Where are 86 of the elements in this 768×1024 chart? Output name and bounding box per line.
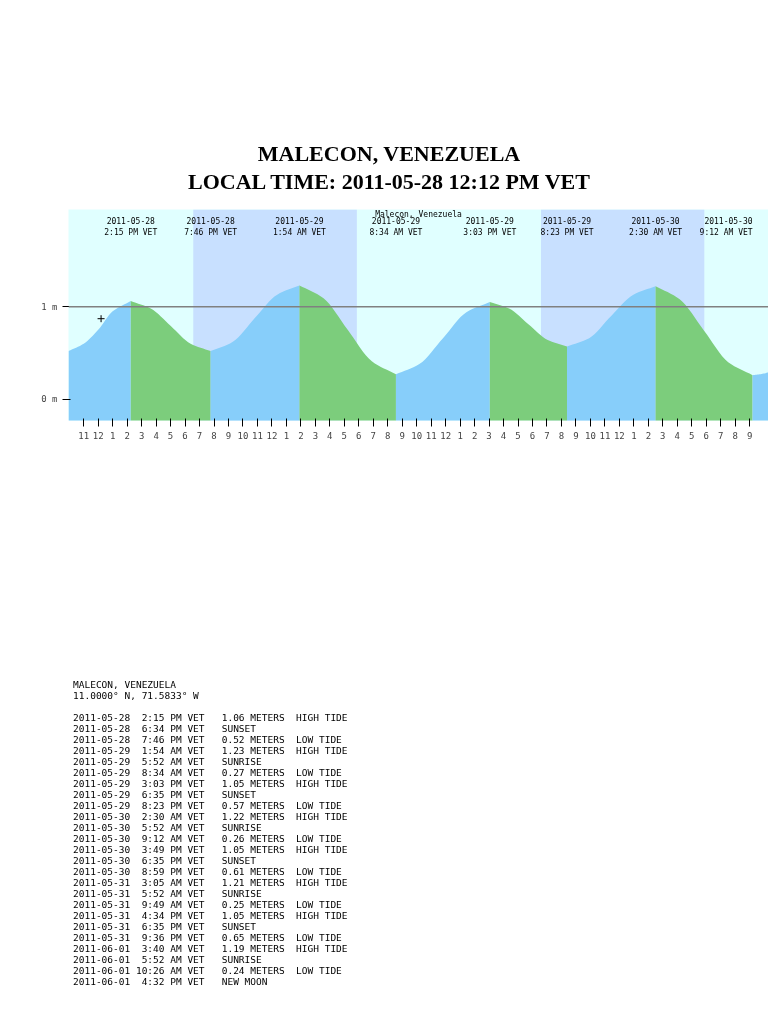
x-tick-label: 7 (544, 430, 550, 441)
x-tick-label: 4 (327, 430, 333, 441)
text: 2011-05-30 3:49 PM VET 1.05 METERS HIGH TIDE (73, 844, 348, 855)
x-tick-label: 6 (529, 430, 536, 441)
x-tick-label: 11 (252, 430, 263, 441)
y-tick-label: 1 m (41, 301, 58, 312)
x-tick-label: 5 (689, 430, 695, 441)
x-tick-label: 12 (613, 430, 625, 441)
text: MALECON, VENEZUELA (73, 679, 177, 690)
text: 2011-05-31 5:52 AM VET SUNRISE (73, 888, 263, 899)
annotation: 2011-05-28 2:15 PM VET (104, 216, 158, 237)
x-tick-label: 2 (645, 430, 652, 441)
text: 2011-05-30 2:30 AM VET 1.22 METERS HIGH TIDE (73, 811, 348, 822)
text: 2011-06-01 3:40 AM VET 1.19 METERS HIGH TIDE (73, 943, 348, 954)
x-tick-label: 8 (385, 430, 391, 441)
x-tick-label: 10 (585, 430, 596, 441)
x-tick-label: 2 (298, 430, 304, 441)
x-tick-label: 1 (457, 430, 463, 441)
x-tick-label: 3 (660, 430, 666, 441)
text: 2011-06-01 5:52 AM VET SUNRISE (73, 954, 263, 965)
annotation: 2011-05-29 8:23 PM VET (540, 216, 594, 237)
x-tick-label: 9 (399, 430, 405, 441)
x-tick-label: 11 (78, 430, 90, 441)
x-tick-label: 6 (182, 430, 188, 441)
x-tick-label: 6 (703, 430, 709, 441)
x-tick-label: 6 (356, 430, 362, 441)
text: 2011-05-29 8:34 AM VET 0.27 METERS LOW TIDE (73, 767, 343, 778)
x-tick-label: 3 (138, 430, 145, 441)
x-tick-label: 10 (411, 430, 423, 441)
text: 2011-05-29 5:52 AM VET SUNRISE (73, 756, 263, 767)
annotation: 2011-05-29 1:54 AM VET (272, 216, 327, 237)
text: 2011-05-31 6:35 PM VET SUNSET (73, 921, 258, 932)
x-tick-label: 10 (237, 430, 249, 441)
x-tick-label: 8 (558, 430, 565, 441)
text: 2011-05-28 7:46 PM VET 0.52 METERS LOW TIDE (73, 734, 343, 745)
text: 2011-05-30 6:35 PM VET SUNSET (73, 855, 258, 866)
x-tick-label: 9 (573, 430, 579, 441)
chart-subtitle: LOCAL TIME: 2011-05-28 12:12 PM VET (188, 169, 590, 194)
text: 2011-05-28 6:34 PM VET SUNSET (73, 723, 258, 734)
x-tick-label: 4 (153, 430, 159, 441)
text: 2011-05-30 5:52 AM VET SUNRISE (73, 822, 263, 833)
x-tick-label: 7 (718, 430, 724, 441)
text: 2011-05-28 2:15 PM VET 1.06 METERS HIGH TIDE (73, 712, 348, 723)
x-tick-label: 5 (167, 430, 174, 441)
x-tick-label: 8 (732, 430, 738, 441)
chart-title: MALECON, VENEZUELA (257, 141, 521, 166)
text: 2011-05-30 9:12 AM VET 0.26 METERS LOW TIDE (73, 833, 343, 844)
text: 2011-05-31 3:05 AM VET 1.21 METERS HIGH TIDE (73, 877, 348, 888)
x-tick-label: 1 (109, 430, 116, 441)
x-tick-label: 7 (196, 430, 203, 441)
text: 2011-05-31 9:36 PM VET 0.65 METERS LOW TIDE (73, 932, 343, 943)
x-tick-label: 1 (631, 430, 637, 441)
x-tick-label: 4 (674, 430, 680, 441)
x-tick-label: 9 (746, 430, 753, 441)
x-tick-label: 12 (440, 430, 452, 441)
x-tick-label: 5 (515, 430, 521, 441)
annotation: 2011-05-29 8:34 AM VET (369, 216, 423, 237)
text: 2011-05-29 1:54 AM VET 1.23 METERS HIGH TIDE (73, 745, 348, 756)
x-tick-label: 12 (266, 430, 278, 441)
x-tick-label: 9 (225, 430, 232, 441)
x-tick-label: 7 (370, 430, 376, 441)
x-tick-label: 2 (471, 430, 478, 441)
x-tick-label: 11 (425, 430, 437, 441)
annotation: 2011-05-29 3:03 PM VET (463, 216, 517, 237)
text: 2011-06-01 10:26 AM VET 0.24 METERS LOW TIDE (73, 965, 343, 976)
y-tick-label: 0 m (41, 394, 58, 405)
annotation: 2011-05-28 7:46 PM VET (184, 216, 238, 237)
text: 2011-06-01 4:32 PM VET NEW MOON (73, 976, 269, 987)
text: 2011-05-29 8:23 PM VET 0.57 METERS LOW TIDE (73, 800, 343, 811)
x-tick-label: 11 (599, 430, 611, 441)
x-tick-label: 8 (211, 430, 217, 441)
x-tick-label: 4 (500, 430, 507, 441)
text: 2011-05-30 8:59 PM VET 0.61 METERS LOW TIDE (73, 866, 343, 877)
annotation: 2011-05-30 9:12 AM VET (699, 216, 753, 237)
x-tick-label: 12 (92, 430, 104, 441)
text: 11.0000° N, 71.5833° W (73, 690, 200, 701)
x-tick-label: 2 (124, 430, 130, 441)
annotation: 2011-05-30 2:30 AM VET (629, 216, 683, 237)
x-tick-label: 1 (283, 430, 290, 441)
text: 2011-05-31 9:49 AM VET 0.25 METERS LOW TIDE (73, 899, 343, 910)
x-tick-label: 3 (312, 430, 319, 441)
x-tick-label: 3 (486, 430, 492, 441)
x-tick-label: 5 (341, 430, 348, 441)
text: 2011-05-29 3:03 PM VET 1.05 METERS HIGH TIDE (73, 778, 348, 789)
text: 2011-05-31 4:34 PM VET 1.05 METERS HIGH TIDE (73, 910, 348, 921)
text: 2011-05-29 6:35 PM VET SUNSET (73, 789, 258, 800)
